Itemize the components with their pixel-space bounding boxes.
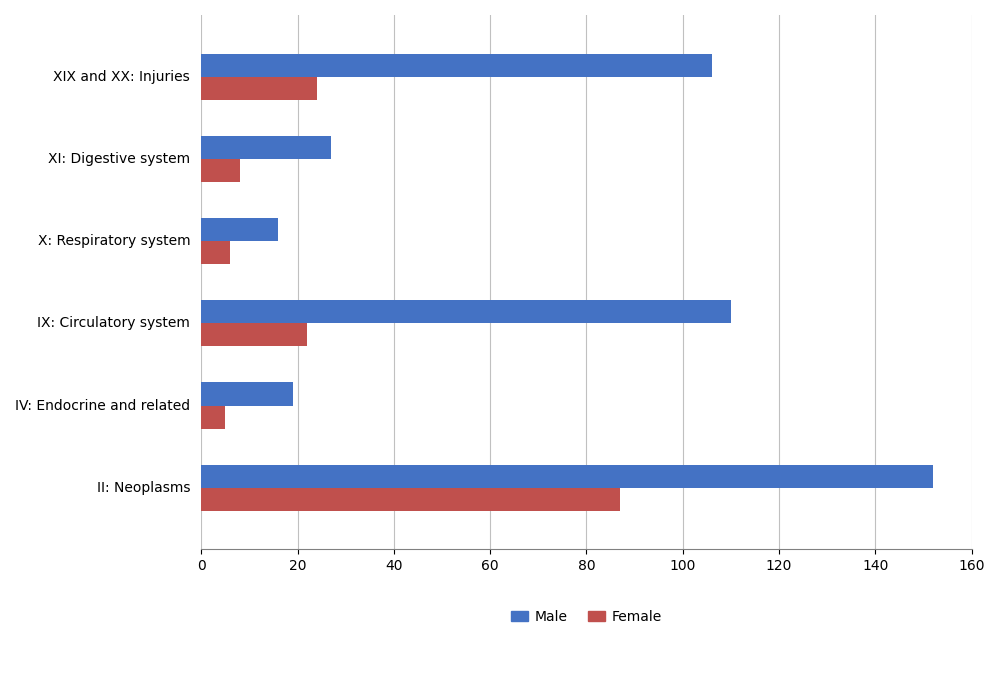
Bar [201, 53, 712, 77]
Bar [201, 464, 933, 488]
Bar [201, 159, 240, 182]
Bar [201, 323, 307, 347]
Bar [201, 136, 331, 159]
Bar [201, 77, 317, 100]
Legend: Male, Female: Male, Female [505, 604, 668, 630]
Bar [201, 382, 293, 406]
Bar [201, 241, 230, 264]
Bar [201, 488, 620, 511]
Bar [201, 406, 225, 429]
Bar [201, 218, 278, 241]
Bar [201, 300, 731, 323]
